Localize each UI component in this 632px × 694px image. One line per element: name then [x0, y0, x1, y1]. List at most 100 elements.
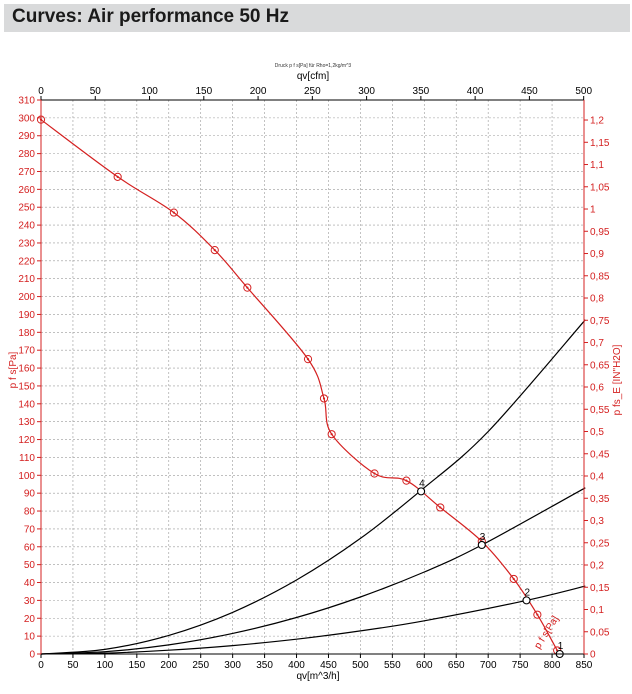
- bottom-tick-label: 650: [448, 660, 465, 671]
- bottom-tick-label: 550: [384, 660, 401, 671]
- right-tick-label: 0,95: [590, 227, 610, 238]
- curve-marker: [509, 574, 518, 584]
- left-tick-label: 270: [18, 167, 35, 178]
- right-tick-label: 1,1: [590, 160, 604, 171]
- bottom-axis-label: qv[m^3/h]: [296, 671, 339, 682]
- right-tick-label: 0,15: [590, 583, 610, 594]
- right-tick-label: 1,2: [590, 116, 604, 127]
- left-tick-label: 10: [24, 632, 36, 643]
- bottom-tick-label: 100: [97, 660, 114, 671]
- right-tick-label: 1,05: [590, 182, 610, 193]
- bottom-tick-label: 600: [416, 660, 433, 671]
- curve-marker: [327, 430, 336, 439]
- left-tick-label: 50: [24, 560, 36, 571]
- left-tick-label: 60: [24, 542, 36, 553]
- left-tick-label: 170: [18, 346, 35, 357]
- left-tick-label: 110: [19, 453, 35, 464]
- operating-point-3: [477, 540, 486, 550]
- left-tick-label: 100: [18, 471, 35, 482]
- bottom-tick-label: 850: [576, 660, 593, 671]
- right-tick-label: 0,05: [590, 627, 610, 638]
- curves: [36, 115, 586, 655]
- operating-point-label-2: 2: [525, 587, 531, 598]
- curve-marker-dot: [330, 433, 333, 436]
- top-tick-label: 500: [575, 86, 592, 97]
- curve-marker-dot: [322, 397, 326, 400]
- left-tick-label: 140: [18, 399, 35, 410]
- left-tick-label: 20: [24, 614, 36, 625]
- left-tick-label: 0: [29, 650, 35, 661]
- bottom-tick-label: 250: [192, 660, 209, 671]
- curve-marker: [533, 610, 542, 619]
- left-tick-label: 180: [18, 328, 35, 339]
- left-tick-label: 260: [18, 185, 35, 196]
- curve-marker-dot: [116, 175, 119, 178]
- curve-marker: [210, 246, 219, 255]
- system-curve-1: [40, 319, 586, 655]
- right-tick-label: 0,55: [590, 405, 610, 416]
- title-bar: Curves: Air performance 50 Hz: [4, 4, 630, 32]
- left-tick-label: 290: [18, 131, 35, 142]
- left-tick-label: 30: [24, 596, 36, 607]
- left-tick-label: 310: [18, 96, 35, 107]
- operating-point-2: [522, 596, 531, 605]
- bottom-tick-label: 200: [160, 660, 177, 671]
- top-axis-label: qv[cfm]: [297, 71, 329, 82]
- bottom-tick-label: 50: [67, 660, 79, 671]
- top-tick-label: 100: [141, 86, 158, 97]
- right-tick-label: 0,35: [590, 494, 610, 505]
- left-tick-label: 70: [24, 524, 36, 535]
- curve-marker: [169, 208, 178, 217]
- right-tick-label: 0,85: [590, 271, 610, 282]
- right-tick-label: 0,8: [590, 294, 604, 305]
- bottom-tick-label: 700: [480, 660, 497, 671]
- axes: 0 50 100 150 200 250 300 350 400 450 500 550 600 650 7…: [18, 86, 610, 671]
- operating-point-4: [417, 487, 426, 496]
- curve-marker-dot: [246, 286, 249, 289]
- right-tick-label: 0,6: [590, 383, 604, 394]
- system-curve-3: [40, 585, 586, 655]
- curve-marker: [319, 394, 329, 403]
- bottom-tick-label: 800: [544, 660, 561, 671]
- right-tick-label: 0,2: [590, 561, 604, 572]
- right-tick-label: 0,5: [590, 427, 604, 438]
- bottom-tick-label: 450: [320, 660, 337, 671]
- curve-marker-dot: [213, 249, 216, 252]
- curve-marker: [243, 283, 252, 292]
- left-tick-label: 230: [18, 238, 35, 249]
- right-tick-label: 0,75: [590, 316, 610, 327]
- bottom-tick-label: 750: [512, 660, 529, 671]
- right-tick-label: 1: [590, 205, 596, 216]
- curve-marker: [402, 476, 411, 485]
- left-tick-label: 240: [18, 221, 35, 232]
- left-tick-label: 40: [24, 578, 36, 589]
- left-tick-label: 130: [18, 417, 35, 428]
- curve-marker-dot: [373, 472, 376, 475]
- curve-marker: [113, 172, 122, 181]
- right-tick-label: 0,65: [590, 360, 610, 371]
- left-tick-label: 210: [18, 274, 35, 285]
- curve-marker-dot: [405, 479, 408, 482]
- curve-marker: [303, 355, 313, 364]
- top-tick-label: 50: [90, 86, 102, 97]
- right-tick-label: 0,4: [590, 472, 604, 483]
- bottom-tick-label: 400: [288, 660, 305, 671]
- bottom-tick-label: 350: [256, 660, 273, 671]
- top-tick-label: 0: [38, 86, 44, 97]
- top-tick-label: 200: [250, 86, 267, 97]
- right-tick-label: 0,1: [590, 605, 604, 616]
- right-axis-label: p fs_E [IN"H2O]: [612, 344, 623, 415]
- top-tick-label: 350: [413, 86, 430, 97]
- left-tick-label: 150: [18, 381, 35, 392]
- top-tick-label: 250: [304, 86, 321, 97]
- chart-title: Druck p f s[Pa] für Rho=1,2kg/m^3: [275, 63, 352, 69]
- bottom-tick-label: 300: [224, 660, 241, 671]
- left-tick-label: 250: [18, 203, 35, 214]
- bottom-tick-label: 150: [128, 660, 145, 671]
- left-tick-label: 190: [18, 310, 35, 321]
- bottom-tick-label: 0: [38, 660, 44, 671]
- curve-marker-dot: [172, 211, 175, 214]
- left-tick-label: 160: [18, 364, 35, 375]
- right-tick-label: 0: [590, 650, 596, 661]
